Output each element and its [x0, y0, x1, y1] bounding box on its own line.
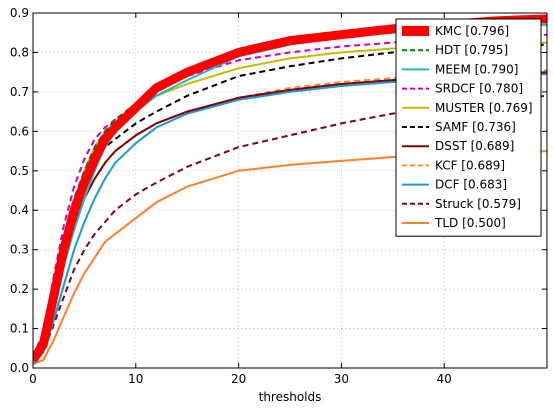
y-tick-label: 0.6: [10, 124, 29, 138]
y-tick-label: 0.1: [10, 322, 29, 336]
series-line-srdcf: [33, 33, 547, 357]
legend: KMC [0.796] HDT [0.795] MEEM [0.790] SRDCF …: [395, 18, 542, 237]
y-tick-label: 0.2: [10, 282, 29, 296]
x-tick-label: 20: [231, 372, 246, 386]
legend-label: MUSTER [0.769]: [435, 101, 533, 115]
legend-label: Struck [0.579]: [435, 197, 521, 211]
y-tick-label: 0.4: [10, 203, 29, 217]
x-tick-label: 30: [334, 372, 349, 386]
series-line-tld: [33, 150, 547, 366]
legend-label: DSST [0.689]: [435, 139, 514, 153]
plot-frame: [32, 12, 548, 369]
legend-label: HDT [0.795]: [435, 43, 508, 57]
series-line-struck: [33, 94, 547, 365]
legend-label: SAMF [0.736]: [435, 120, 516, 134]
y-tick-label: 0.9: [10, 6, 29, 20]
y-tick-label: 0.8: [10, 45, 29, 59]
series-lines: [33, 14, 547, 366]
x-tick-label: 10: [128, 372, 143, 386]
y-tick-label: 0.5: [10, 164, 29, 178]
legend-label: SRDCF [0.780]: [435, 82, 523, 96]
x-tick-label: 40: [437, 372, 452, 386]
y-tick-label: 0.0: [10, 361, 29, 375]
series-line-dcf: [33, 73, 547, 365]
legend-label: MEEM [0.790]: [435, 62, 518, 76]
series-line-kmc: [33, 14, 547, 363]
legend-label: KMC [0.796]: [435, 24, 509, 38]
x-tick-label: 0: [29, 372, 37, 386]
axis-ticks: 0 10 20 30 40 0.0 0.1 0.2 0.3 0.4 0.5 0.6 0.7 0.8 0.9: [10, 6, 547, 386]
x-axis-label: thresholds: [259, 390, 322, 404]
legend-label: KCF [0.689]: [435, 158, 505, 172]
legend-label: DCF [0.683]: [435, 178, 507, 192]
y-tick-label: 0.3: [10, 243, 29, 257]
legend-label: TLD [0.500]: [434, 216, 506, 230]
y-tick-label: 0.7: [10, 85, 29, 99]
